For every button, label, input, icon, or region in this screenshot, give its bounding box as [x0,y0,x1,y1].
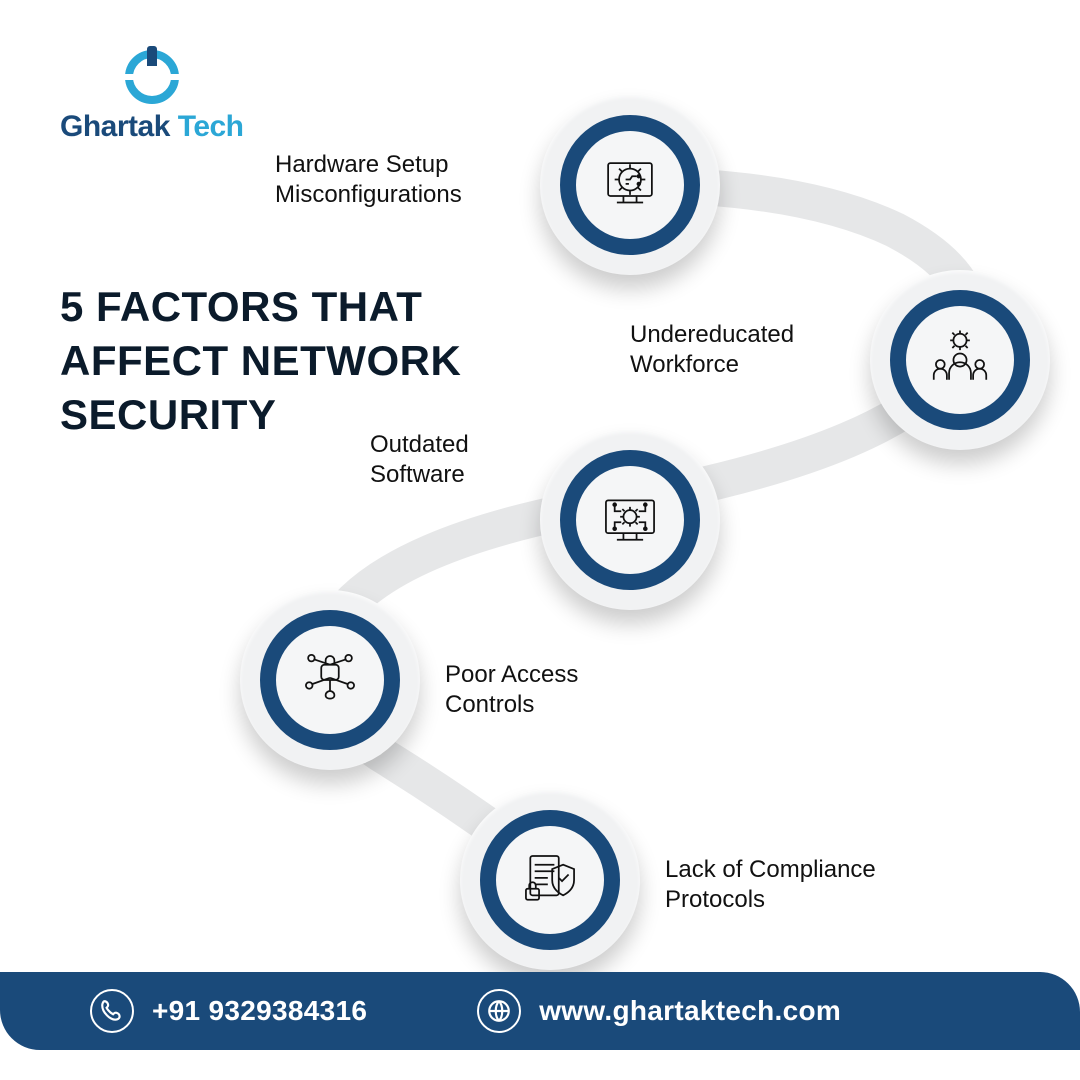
brand-name-part1: Ghartak [60,110,178,143]
brand-logo-mark [125,50,179,104]
factor-label-workforce: Undereducated Workforce [630,320,850,380]
brand-logo-text: Ghartak Tech [60,110,244,144]
factor-node-hardware [540,95,720,275]
contact-phone: +91 9329384316 [90,989,367,1033]
factor-node-workforce [870,270,1050,450]
factor-ring [240,590,420,770]
factor-ring-inner [480,810,620,950]
factor-node-software [540,430,720,610]
factor-label-software: Outdated Software [370,430,530,490]
factor-ring [540,430,720,610]
factor-node-access [240,590,420,770]
factor-ring [870,270,1050,450]
factor-ring-inner [560,115,700,255]
brand-name-part2: Tech [178,110,244,143]
factor-label-compliance: Lack of Compliance Protocols [665,855,925,915]
phone-icon [90,989,134,1033]
factor-ring-inner [260,610,400,750]
factor-label-hardware: Hardware Setup Misconfigurations [275,150,525,210]
factor-ring-inner [560,450,700,590]
phone-number: +91 9329384316 [152,995,367,1027]
factor-ring-inner [890,290,1030,430]
brand-logo: Ghartak Tech [60,50,244,144]
factor-node-compliance [460,790,640,970]
contact-web: www.ghartaktech.com [477,989,841,1033]
website-url: www.ghartaktech.com [539,995,841,1027]
access-icon [295,645,365,715]
globe-icon [477,989,521,1033]
software-icon [595,485,665,555]
factor-label-access: Poor Access Controls [445,660,645,720]
hardware-icon [595,150,665,220]
footer-bar: +91 9329384316 www.ghartaktech.com [0,972,1080,1050]
workforce-icon [925,325,995,395]
factor-ring [540,95,720,275]
page-title: 5 FACTORS THAT AFFECT NETWORK SECURITY [60,280,480,441]
compliance-icon [515,845,585,915]
factor-ring [460,790,640,970]
infographic-canvas: Ghartak Tech 5 FACTORS THAT AFFECT NETWO… [0,0,1080,1080]
